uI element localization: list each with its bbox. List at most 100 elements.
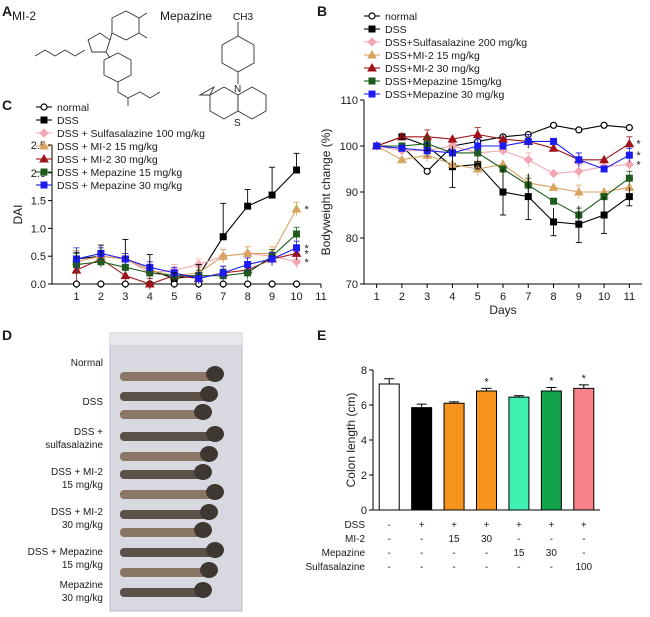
significance-star: * <box>305 248 310 260</box>
condition-cell: - <box>420 562 423 573</box>
significance-star: * <box>305 204 310 216</box>
data-point <box>293 244 301 252</box>
condition-cell: - <box>388 520 391 531</box>
y-tick-label: 110 <box>340 95 358 107</box>
data-point <box>474 142 482 150</box>
panel-d-photo: Normal DSS DSS + sulfasalazine DSS + MI-2 15 … <box>28 332 243 612</box>
colon-tissue-strip <box>120 452 209 461</box>
x-tick-label: 7 <box>220 291 226 303</box>
y-axis-label: Colon length (cm) <box>344 393 358 488</box>
colon-tissue-strip <box>120 528 203 537</box>
mepazine-n-label: N <box>234 84 241 95</box>
condition-row-label: DSS <box>344 520 365 531</box>
condition-cell: + <box>451 520 457 531</box>
data-point <box>575 156 583 164</box>
condition-cell: 15 <box>449 534 461 545</box>
bar <box>508 396 530 511</box>
x-tick-label: 5 <box>475 291 481 303</box>
legend-label: DSS + Mepazine 15 mg/kg <box>57 167 182 179</box>
data-point <box>472 129 483 138</box>
colon-tissue-strip <box>120 470 203 479</box>
data-point <box>397 154 407 164</box>
tissue-group-label: Normal <box>71 358 103 369</box>
condition-cell: - <box>550 534 553 545</box>
significance-star: * <box>636 150 641 162</box>
legend-label: DSS <box>57 115 79 127</box>
colon-tissue-strip <box>120 490 215 499</box>
cecum-tissue <box>194 522 212 538</box>
series-3 <box>71 201 302 282</box>
x-tick-label: 11 <box>315 291 326 303</box>
cecum-tissue <box>200 386 218 402</box>
series-line <box>76 252 297 285</box>
colon-tissue-strip <box>120 432 215 441</box>
bar <box>443 402 465 511</box>
legend-marker <box>367 49 377 59</box>
y-tick-label: 90 <box>346 187 358 199</box>
tissue-group-label: DSS + Mepazine <box>28 547 104 558</box>
legend-marker <box>39 153 49 163</box>
data-point <box>121 280 129 288</box>
y-tick-label: 100 <box>340 141 358 153</box>
cecum-tissue <box>206 426 224 442</box>
data-point <box>600 165 608 173</box>
mi2-structure <box>34 10 161 106</box>
x-tick-label: 10 <box>598 291 610 303</box>
condition-row-label: Mepazine <box>322 548 366 559</box>
colon-tissue-strip <box>120 410 203 419</box>
legend-label: normal <box>57 102 89 114</box>
data-point <box>498 134 508 143</box>
y-tick-label: 0.0 <box>31 279 46 291</box>
bar <box>573 387 595 511</box>
condition-cell: - <box>517 562 520 573</box>
colon-tissue-strip <box>120 588 203 597</box>
data-point <box>499 142 507 150</box>
data-point <box>268 255 276 263</box>
mepazine-structure <box>198 22 267 120</box>
panel-label-e: E <box>317 327 326 343</box>
tissue-group-label: DSS + MI-2 <box>51 467 103 478</box>
x-tick-label: 3 <box>424 291 430 303</box>
data-point <box>398 144 406 152</box>
tissue-group-label: 30 mg/kg <box>62 520 103 531</box>
data-point <box>121 263 129 271</box>
condition-cell: - <box>582 548 585 559</box>
condition-cell: 100 <box>575 562 592 573</box>
condition-cell: - <box>420 534 423 545</box>
condition-cell: + <box>581 520 587 531</box>
tissue-group-label: 30 mg/kg <box>62 593 103 604</box>
significance-star: * <box>636 159 641 171</box>
data-point <box>242 248 253 257</box>
cecum-tissue <box>200 504 218 520</box>
condition-cell: - <box>452 562 455 573</box>
cecum-tissue <box>200 562 218 578</box>
data-point <box>292 280 301 288</box>
x-tick-label: 4 <box>147 291 153 303</box>
legend-marker <box>368 90 376 98</box>
condition-cell: + <box>484 520 490 531</box>
legend-label: DSS+Sulfasalazine 200 mg/kg <box>385 37 527 49</box>
significance-star: * <box>636 139 641 151</box>
x-axis-label: Days <box>489 303 516 317</box>
condition-cell: - <box>485 562 488 573</box>
legend-marker <box>40 181 48 189</box>
data-point <box>624 138 635 148</box>
data-point <box>550 197 558 205</box>
y-tick-label: 2 <box>361 470 367 482</box>
colon-tissue-strip <box>120 568 209 577</box>
y-tick-label: 0 <box>361 505 367 517</box>
y-tick-label: 1.5 <box>31 196 46 208</box>
condition-cell: 30 <box>546 548 558 559</box>
legend-label: DSS <box>385 24 407 36</box>
tissue-group-label: 15 mg/kg <box>62 480 103 491</box>
x-tick-label: 6 <box>500 291 506 303</box>
colon-tissue-strip <box>120 392 209 401</box>
data-point <box>447 134 458 143</box>
bar <box>411 407 433 511</box>
legend-marker <box>368 25 376 33</box>
y-tick-label: 1.0 <box>31 223 46 235</box>
significance-star: * <box>305 257 310 269</box>
x-tick-label: 9 <box>269 291 275 303</box>
panel-label-c: C <box>2 97 12 113</box>
